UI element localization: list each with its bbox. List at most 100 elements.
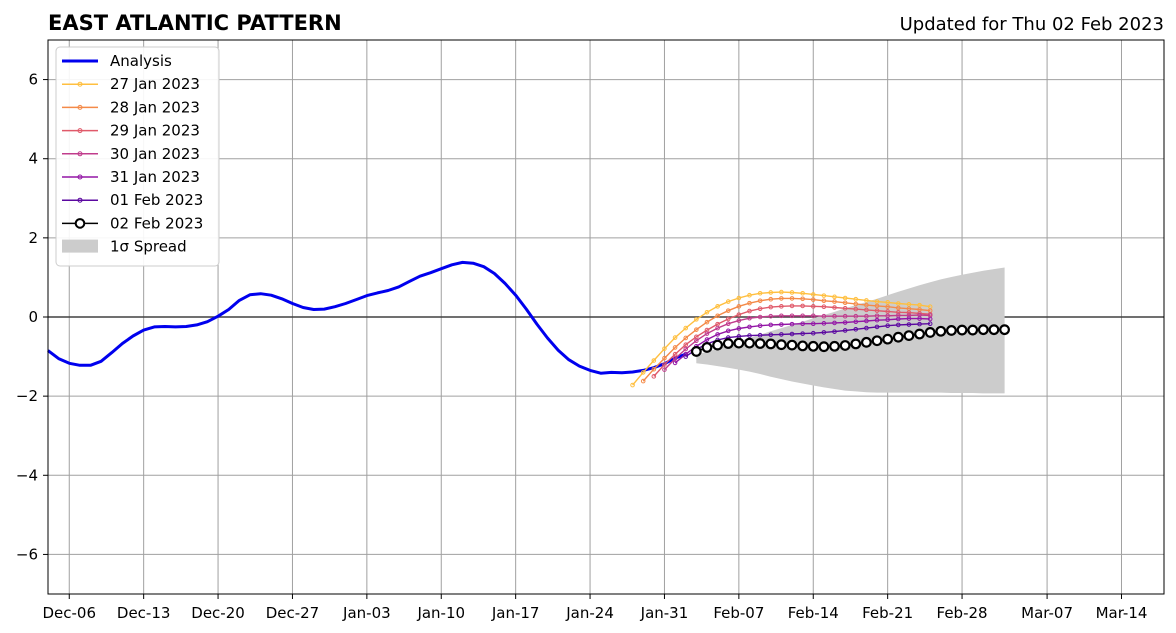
forecast-point — [810, 292, 816, 297]
forecast-point — [672, 345, 678, 350]
latest-point — [733, 337, 745, 349]
forecast-point — [853, 326, 859, 332]
legend-item: Analysis — [62, 52, 172, 70]
forecast-point — [779, 322, 784, 327]
forecast-point — [917, 302, 922, 308]
x-tick-label: Jan-31 — [640, 604, 689, 622]
forecast-point — [651, 366, 657, 372]
forecast-point — [842, 305, 848, 311]
forecast-line — [674, 317, 931, 364]
forecast-line — [632, 291, 931, 386]
x-tick-label: Feb-28 — [937, 604, 988, 622]
forecast-point — [736, 318, 742, 323]
forecast-point — [757, 332, 763, 338]
forecast-point — [800, 331, 805, 336]
legend-item: 27 Jan 2023 — [62, 75, 200, 93]
y-tick-label: 4 — [28, 150, 38, 168]
forecast-point — [694, 338, 699, 344]
latest-point — [807, 340, 819, 352]
forecast-point — [906, 302, 912, 307]
legend-item: 1σ Spread — [62, 238, 187, 256]
forecast-point — [853, 296, 859, 302]
latest-point — [701, 342, 713, 353]
forecast-point — [810, 297, 816, 302]
x-tick-label: Jan-10 — [416, 604, 465, 622]
x-tick-label: Mar-14 — [1096, 604, 1148, 622]
forecast-point — [640, 370, 646, 375]
forecast-point — [747, 333, 752, 338]
forecast-point — [917, 321, 922, 327]
legend-marker — [77, 128, 83, 134]
forecast-point — [715, 313, 720, 319]
forecast-point — [810, 304, 816, 309]
latest-point — [882, 333, 894, 345]
x-tick-label: Dec-27 — [266, 604, 320, 622]
forecast-point — [832, 320, 837, 326]
forecast-point — [864, 318, 869, 324]
forecast-point — [704, 331, 710, 336]
legend-label: 01 Feb 2023 — [110, 191, 203, 209]
forecast-point — [832, 299, 837, 304]
forecast-point — [853, 313, 859, 319]
forecast-point — [779, 313, 784, 319]
x-tick-label: Dec-20 — [191, 604, 245, 622]
forecast-point — [810, 330, 816, 336]
forecast-point — [842, 328, 848, 333]
forecast-point — [640, 378, 646, 384]
latest-point — [690, 346, 702, 357]
legend-marker — [77, 151, 83, 157]
latest-point — [754, 338, 766, 349]
latest-point — [839, 340, 851, 351]
legend-label: 27 Jan 2023 — [110, 75, 200, 93]
forecast-line — [642, 297, 931, 382]
forecast-point — [725, 328, 731, 334]
forecast-point — [757, 314, 763, 320]
latest-point — [829, 340, 840, 352]
legend-label: 1σ Spread — [110, 238, 187, 256]
forecast-point — [651, 358, 657, 363]
forecast-point — [736, 312, 742, 317]
forecast-point — [927, 321, 933, 327]
latest-point — [999, 324, 1010, 336]
forecast-point — [864, 325, 869, 331]
forecast-point — [885, 309, 890, 314]
latest-point — [935, 325, 947, 337]
x-tick-label: Feb-14 — [788, 604, 839, 622]
forecast-point — [768, 322, 774, 328]
forecast-point — [789, 313, 795, 319]
forecast-point — [821, 330, 827, 335]
forecast-point — [906, 310, 912, 315]
forecast-point — [662, 362, 667, 367]
latest-point — [924, 327, 936, 338]
forecast-point — [789, 290, 795, 295]
forecast-point — [885, 300, 890, 305]
forecast-point — [821, 321, 827, 326]
x-tick-label: Jan-03 — [342, 604, 391, 622]
forecast-point — [800, 321, 805, 327]
y-tick-label: 6 — [28, 71, 38, 89]
forecast-point — [810, 313, 816, 319]
legend-item: 01 Feb 2023 — [62, 191, 203, 209]
forecast-point — [736, 326, 742, 331]
forecast-point — [874, 308, 880, 313]
forecast-point — [874, 299, 880, 304]
series-forecast-2 — [651, 303, 933, 379]
forecast-point — [736, 295, 742, 301]
forecast-point — [810, 321, 816, 327]
forecast-point — [779, 304, 784, 309]
chart-title: EAST ATLANTIC PATTERN — [48, 11, 342, 35]
forecast-point — [874, 303, 880, 309]
forecast-point — [715, 332, 720, 337]
forecast-point — [927, 316, 933, 322]
x-tick-label: Mar-07 — [1021, 604, 1073, 622]
y-tick-label: 2 — [28, 229, 38, 247]
forecast-line — [653, 305, 931, 377]
latest-point — [775, 339, 787, 351]
forecast-point — [672, 335, 678, 340]
latest-point — [712, 339, 723, 351]
forecast-point — [779, 332, 784, 337]
forecast-point — [662, 346, 667, 351]
forecast-point — [768, 296, 774, 302]
series-latest — [690, 324, 1010, 357]
forecast-point — [725, 321, 731, 327]
